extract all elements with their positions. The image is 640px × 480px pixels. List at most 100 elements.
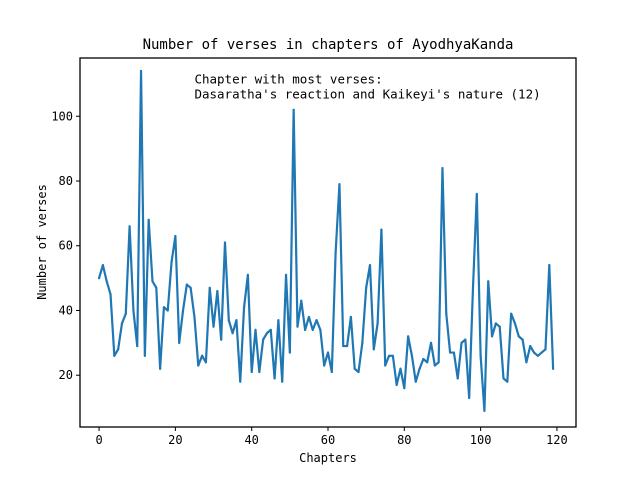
data-point (460, 341, 463, 344)
data-point (109, 293, 112, 296)
data-point (105, 280, 108, 283)
data-point (414, 380, 417, 383)
data-point (250, 370, 253, 374)
data-point (410, 354, 414, 357)
data-point (269, 328, 272, 331)
data-point (456, 377, 459, 380)
data-point (117, 348, 120, 351)
data-point (136, 344, 139, 348)
data-point (429, 341, 433, 344)
data-point (220, 338, 223, 341)
data-point (197, 364, 200, 367)
data-point (548, 264, 551, 267)
data-point (212, 325, 215, 328)
data-point (437, 361, 440, 364)
data-point (510, 312, 513, 315)
data-point (296, 325, 299, 328)
data-point (292, 108, 295, 111)
data-point (448, 351, 452, 354)
chart-title: Number of verses in chapters of AyodhyaK… (143, 37, 514, 53)
data-point (204, 361, 208, 364)
data-point (319, 328, 322, 331)
data-point (124, 312, 127, 315)
y-tick-label: 20 (59, 368, 73, 382)
data-point (426, 361, 429, 364)
data-point (277, 319, 280, 322)
data-point (334, 251, 337, 254)
data-point (132, 309, 135, 312)
data-point (101, 264, 104, 267)
data-point (330, 370, 333, 374)
data-point (361, 341, 364, 344)
data-point (433, 364, 436, 367)
data-point (506, 380, 509, 383)
data-point (387, 354, 391, 357)
x-tick-label: 20 (168, 433, 182, 447)
data-point (391, 354, 394, 357)
data-point (517, 335, 520, 338)
data-point (239, 380, 242, 383)
data-point (529, 344, 532, 348)
x-tick-label: 120 (546, 433, 568, 447)
data-point (544, 348, 547, 351)
data-point (128, 225, 131, 228)
data-point (304, 328, 307, 331)
data-point (273, 377, 276, 380)
y-tick-label: 80 (59, 174, 73, 188)
data-point (502, 377, 505, 380)
series-line (97, 69, 555, 412)
data-point (311, 328, 314, 331)
data-point (323, 364, 326, 367)
data-point (395, 383, 398, 387)
data-point (357, 370, 360, 374)
data-point (139, 69, 143, 73)
data-point (193, 315, 196, 319)
data-point (181, 309, 185, 312)
data-point (231, 332, 234, 335)
data-point (487, 280, 490, 283)
data-point (483, 409, 486, 412)
data-point (307, 315, 311, 319)
data-point (380, 228, 383, 231)
y-tick-label: 60 (59, 239, 73, 253)
data-point (399, 367, 402, 370)
data-point (155, 286, 158, 289)
data-point (338, 183, 341, 186)
data-point (441, 166, 444, 170)
data-point (494, 322, 497, 325)
data-point (418, 367, 421, 370)
data-point (189, 286, 192, 289)
annotation-line-2: Dasaratha's reaction and Kaikeyi's natur… (194, 87, 540, 102)
data-point (353, 367, 356, 370)
annotation-line-1: Chapter with most verses: (194, 72, 382, 87)
data-point (208, 286, 211, 289)
data-point (284, 273, 288, 276)
data-point (513, 322, 517, 325)
data-point (342, 344, 345, 348)
y-axis-label: Number of verses (35, 184, 49, 300)
data-point (384, 364, 387, 367)
data-point (403, 387, 406, 390)
data-point (242, 306, 246, 309)
x-tick-label: 80 (397, 433, 411, 447)
data-point (143, 354, 146, 357)
data-point (464, 338, 467, 341)
data-point (372, 348, 375, 351)
data-point (246, 273, 249, 276)
data-point (452, 351, 456, 354)
data-point (315, 319, 318, 322)
data-point (162, 306, 166, 309)
data-point (185, 283, 188, 286)
data-point (262, 338, 265, 341)
data-point (258, 370, 261, 374)
data-point (490, 335, 494, 338)
data-point (178, 341, 181, 344)
x-axis-label: Chapters (299, 451, 357, 465)
data-point (552, 367, 555, 370)
data-point (479, 354, 482, 357)
data-point (170, 260, 173, 264)
data-point (471, 286, 475, 289)
data-point (120, 322, 124, 325)
